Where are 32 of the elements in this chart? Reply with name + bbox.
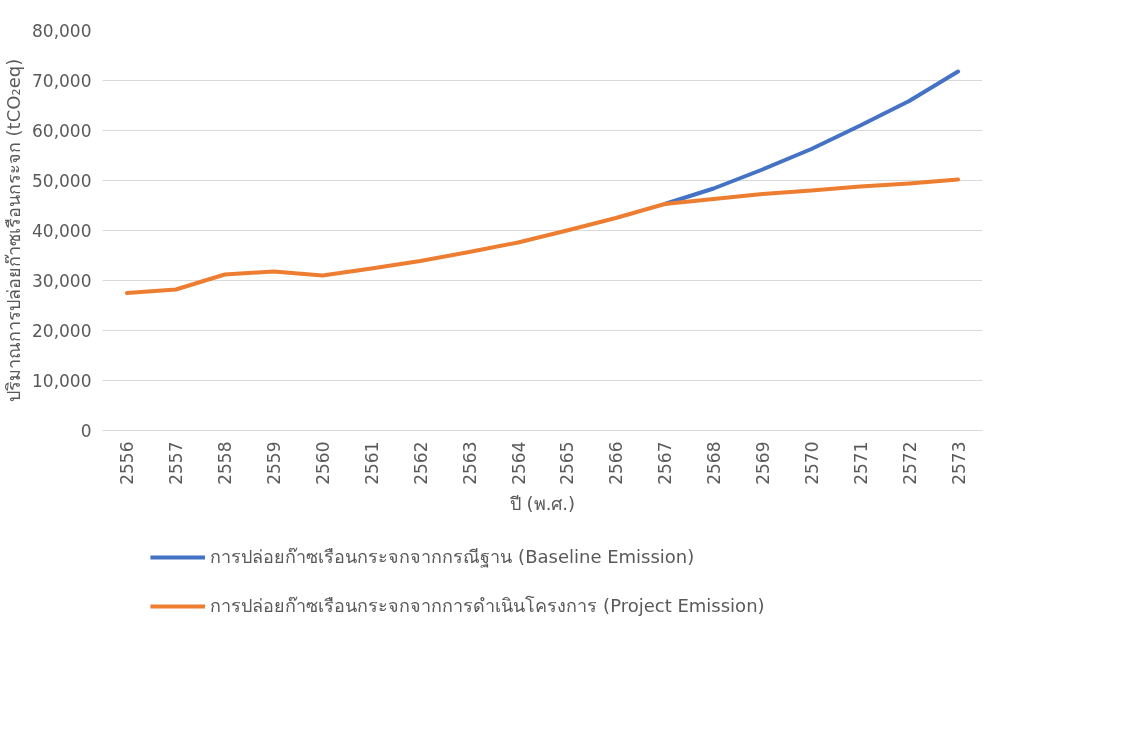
y-tick-label: 30,000 [32, 271, 92, 291]
y-tick-label: 60,000 [32, 121, 92, 141]
x-tick-label: 2573 [948, 441, 969, 485]
y-tick-label: 20,000 [32, 321, 92, 341]
x-tick-label: 2557 [166, 441, 187, 485]
x-tick-label: 2571 [850, 441, 871, 485]
legend-label: การปล่อยก๊าซเรือนกระจกจากการดำเนินโครงการ (Project Emission) [210, 594, 765, 618]
y-tick-label: 70,000 [32, 71, 92, 91]
y-tick-label: 50,000 [32, 171, 92, 191]
x-tick-label: 2565 [557, 441, 578, 485]
x-tick-label: 2558 [215, 441, 236, 485]
x-tick-label: 2570 [801, 441, 822, 485]
x-tick-label: 2564 [508, 441, 529, 485]
x-tick-label: 2561 [361, 441, 382, 485]
line-series [124, 177, 961, 295]
y-axis-title: ปริมาณการปล่อยก๊าซเรือนกระจก (tCO₂eq) [3, 58, 25, 403]
x-tick-label: 2568 [704, 441, 725, 485]
y-tick-label: 10,000 [32, 371, 92, 391]
x-tick-label: 2569 [753, 441, 773, 485]
x-tick-label: 2562 [410, 441, 431, 485]
x-tick-label: 2560 [313, 441, 333, 485]
y-tick-label: 0 [80, 421, 92, 441]
x-tick-label: 2563 [459, 441, 480, 485]
x-axis-title: ปี (พ.ศ.) [509, 492, 576, 514]
x-tick-label: 2566 [606, 441, 627, 485]
x-tick-label: 2556 [117, 441, 138, 485]
x-tick-label: 2572 [899, 441, 920, 485]
y-tick-label: 80,000 [32, 21, 92, 41]
y-tick-label: 40,000 [32, 221, 92, 241]
x-tick-label: 2559 [264, 441, 285, 485]
legend-label: การปล่อยก๊าซเรือนกระจกจากกรณีฐาน (Baseline Emission) [210, 545, 695, 570]
x-tick-label: 2567 [655, 441, 676, 485]
